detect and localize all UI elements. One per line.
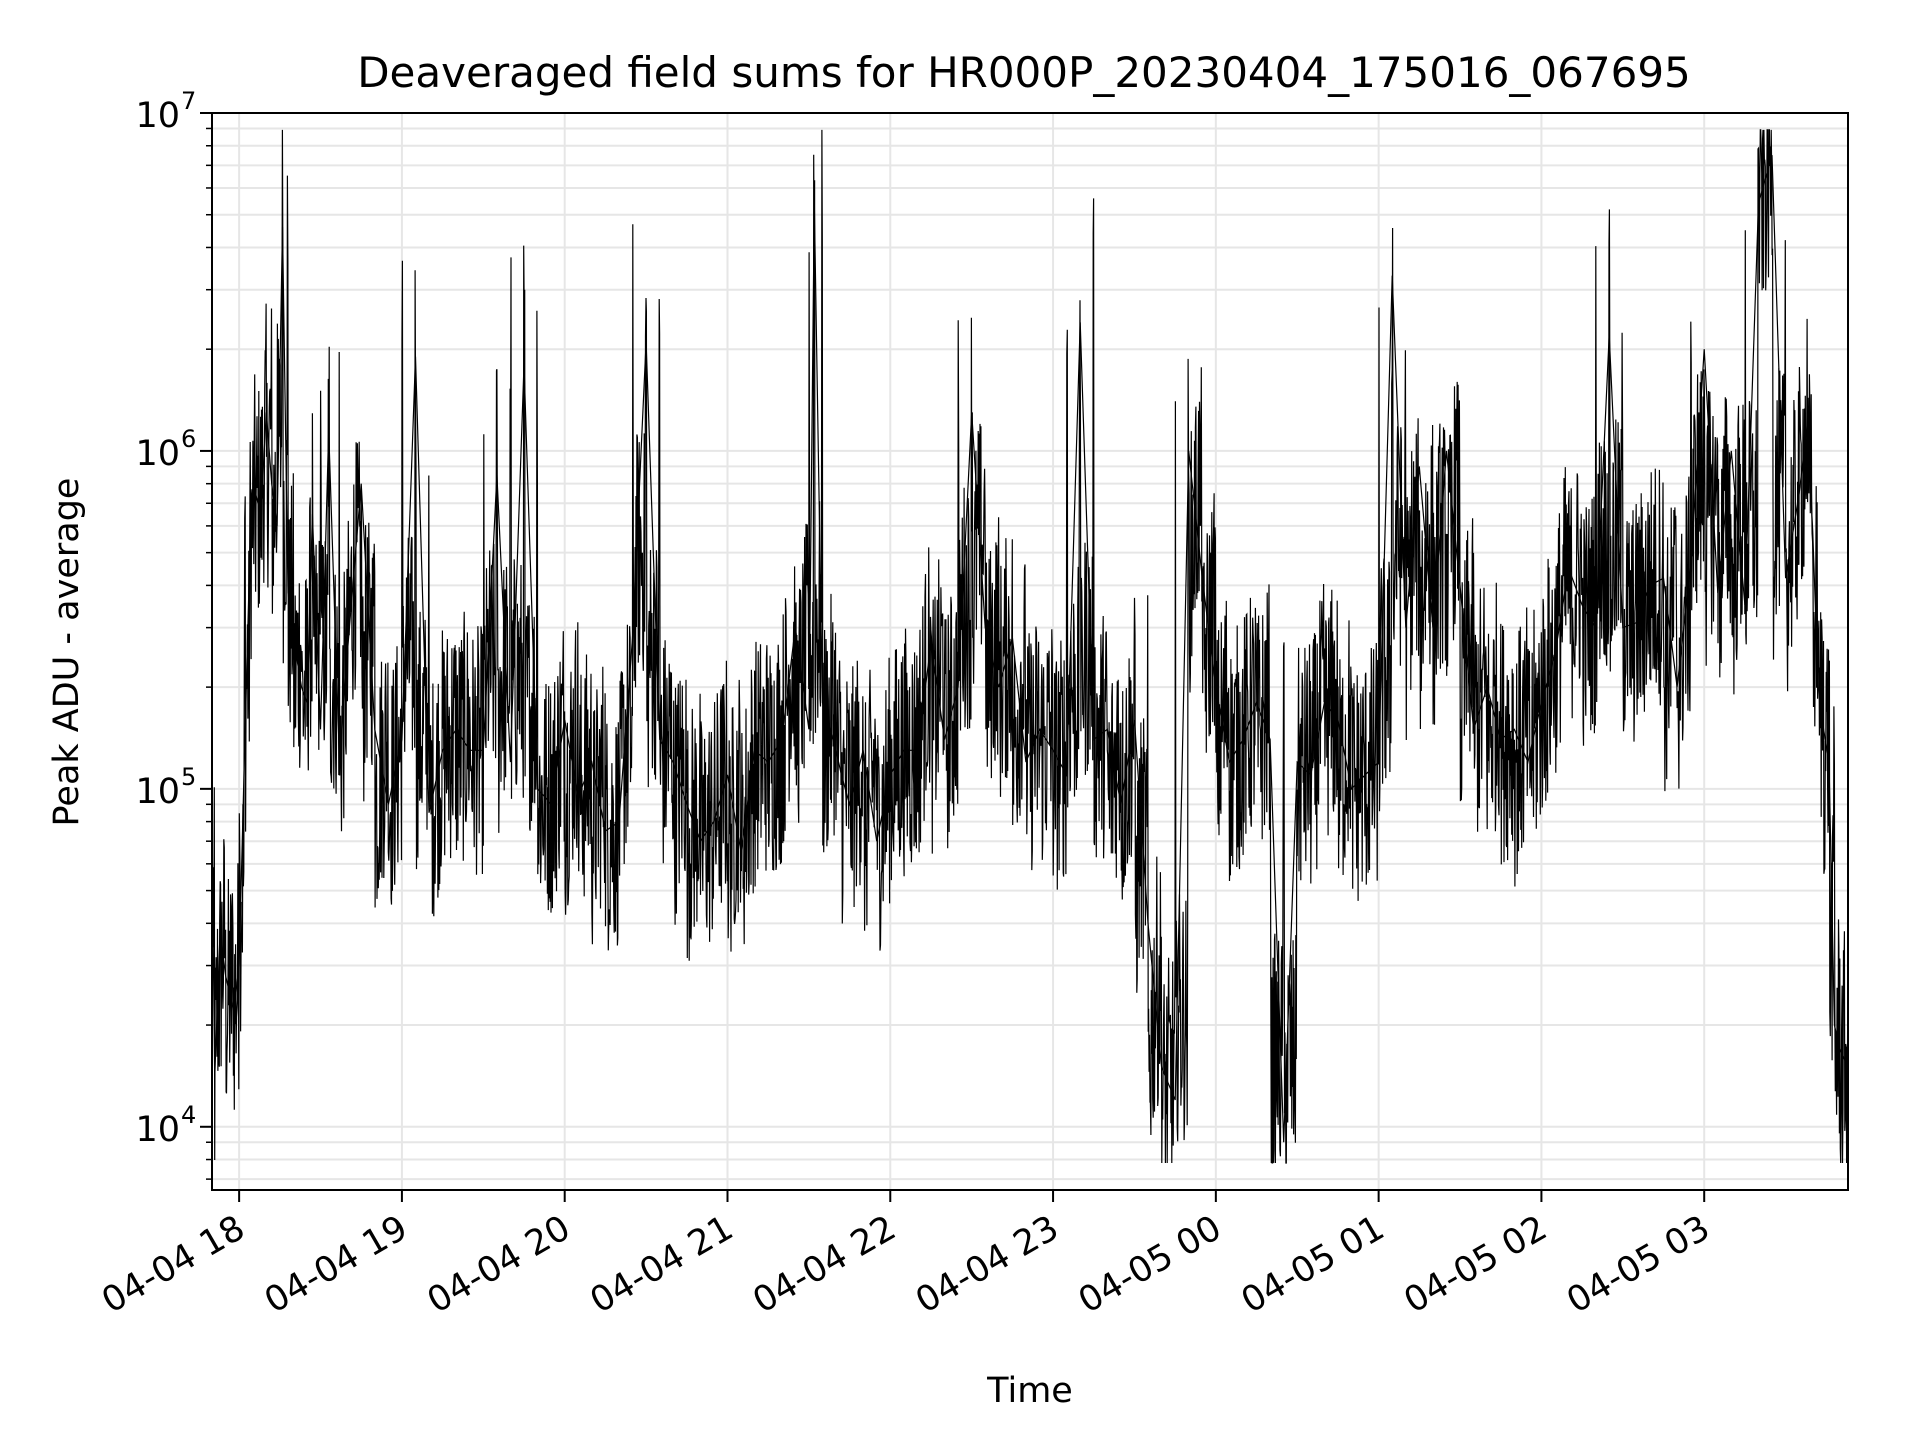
y-tick-label: 10 [135, 96, 180, 136]
y-tick-label: 10 [135, 772, 180, 812]
series-line-noise [211, 129, 1849, 1164]
y-tick-exponent: 7 [181, 87, 196, 115]
plot-frame [211, 112, 1849, 1191]
y-axis-label: Peak ADU - average [47, 478, 87, 827]
series-line [211, 155, 1849, 1143]
y-tick-exponent: 4 [181, 1101, 196, 1129]
series-layer [211, 129, 1849, 1164]
y-tick-label: 10 [135, 434, 180, 474]
chart-title: Deaveraged field sums for HR000P_2023040… [357, 48, 1691, 97]
y-tick-exponent: 5 [181, 763, 196, 791]
y-tick-exponent: 6 [181, 425, 196, 453]
y-tick-label: 10 [135, 1110, 180, 1150]
x-axis-label: Time [986, 1371, 1073, 1411]
